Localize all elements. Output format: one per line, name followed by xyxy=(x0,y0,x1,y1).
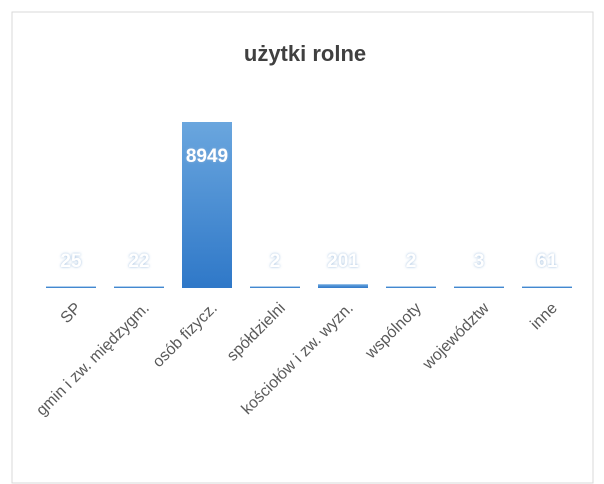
data-label: 3 xyxy=(474,251,485,272)
data-label: 61 xyxy=(536,251,558,272)
bar xyxy=(454,286,504,288)
data-label: 201 xyxy=(327,251,359,272)
bar xyxy=(318,284,368,288)
bar xyxy=(46,286,96,288)
chart-border xyxy=(11,11,594,484)
data-label: 2 xyxy=(406,251,417,272)
data-label: 8949 xyxy=(186,146,228,167)
chart-title: użytki rolne xyxy=(244,41,366,66)
data-label: 2 xyxy=(270,251,281,272)
bar xyxy=(386,286,436,288)
bar xyxy=(114,286,164,288)
data-label: 25 xyxy=(60,251,82,272)
bar xyxy=(250,286,300,288)
bar xyxy=(182,122,232,288)
bar xyxy=(522,286,572,288)
data-label: 22 xyxy=(128,251,149,272)
